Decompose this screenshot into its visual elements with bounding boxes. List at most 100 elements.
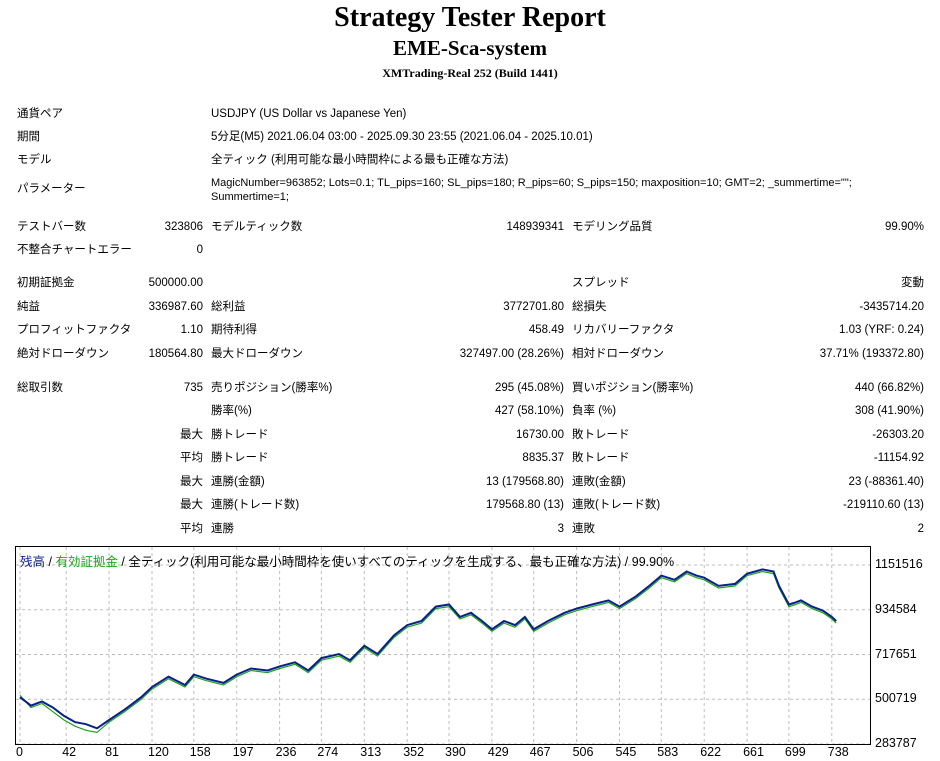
spread-value: 変動: [901, 277, 924, 289]
avg-consec-win-value: 3: [557, 523, 564, 535]
max-win-label: 勝トレード: [211, 429, 269, 441]
x-tick-label: 622: [700, 745, 722, 759]
short-label: 売りポジション(勝率%): [211, 382, 333, 394]
y-tick-label: 934584: [875, 601, 917, 616]
deposit-label: 初期証拠金: [17, 277, 75, 289]
rel-dd-label: 相対ドローダウン: [572, 348, 664, 360]
short-value: 295 (45.08%): [494, 382, 564, 394]
x-tick-label: 545: [615, 745, 637, 759]
max-label-3: 最大: [180, 499, 203, 511]
abs-dd-value: 180564.80: [148, 348, 203, 360]
legend-sep: /: [45, 555, 56, 569]
gross-loss-value: -3435714.20: [859, 301, 924, 313]
pair-label: 通貨ペア: [17, 108, 63, 120]
loss-value: 308 (41.90%): [854, 405, 924, 417]
params-line-2: Summertime=1;: [211, 191, 289, 203]
y-tick-label: 283787: [875, 736, 917, 750]
consec-win-amt-value: 13 (179568.80): [485, 476, 564, 488]
equity-line: [19, 570, 837, 734]
total-trades-value: 735: [183, 382, 203, 394]
max-loss-value: -26303.20: [872, 429, 924, 441]
x-tick-label: 583: [657, 745, 679, 759]
avg-win-value: 8835.37: [522, 452, 564, 464]
period-value: 5分足(M5) 2021.06.04 03:00 - 2025.09.30 23…: [211, 131, 593, 143]
recovery-value: 1.03 (YRF: 0.24): [838, 324, 924, 336]
ticks-value: 148939341: [506, 221, 564, 233]
spread-label: スプレッド: [572, 277, 630, 289]
pf-value: 1.10: [180, 324, 203, 336]
x-tick-label: 236: [275, 745, 297, 759]
chart-legend: 残高 / 有効証拠金 / 全ティック(利用可能な最小時間枠を使いすべてのティック…: [20, 551, 674, 570]
net-value: 336987.60: [148, 301, 203, 313]
errors-label: 不整合チャートエラー: [17, 244, 132, 256]
balance-line: [19, 568, 837, 730]
x-tick-label: 274: [317, 745, 339, 759]
win-value: 427 (58.10%): [494, 405, 564, 417]
x-tick-label: 158: [189, 745, 211, 759]
consec-loss-cnt-value: -219110.60 (13): [843, 499, 924, 511]
expected-label: 期待利得: [211, 324, 257, 336]
x-tick-label: 506: [572, 745, 594, 759]
gross-loss-label: 総損失: [572, 301, 607, 313]
gross-profit-label: 総利益: [211, 301, 246, 313]
win-label: 勝率(%): [211, 405, 252, 417]
avg-consec-loss-label: 連敗: [572, 523, 595, 535]
legend-equity: 有効証拠金: [55, 555, 118, 569]
x-tick-label: 42: [62, 745, 77, 759]
quality-label: モデリング品質: [572, 221, 653, 233]
avg-win-label: 勝トレード: [211, 452, 269, 464]
total-trades-label: 総取引数: [17, 382, 63, 394]
x-tick-label: 429: [487, 745, 509, 759]
net-label: 純益: [17, 301, 40, 313]
ticks-label: モデルティック数: [211, 221, 303, 233]
x-tick-label: 0: [16, 745, 23, 759]
avg-label-1: 平均: [180, 452, 203, 464]
max-loss-label: 敗トレード: [572, 429, 630, 441]
x-tick-label: 352: [403, 745, 425, 759]
loss-label: 負率 (%): [572, 405, 617, 417]
x-tick-label: 699: [784, 745, 806, 759]
abs-dd-label: 絶対ドローダウン: [17, 348, 109, 360]
recovery-label: リカバリーファクタ: [572, 324, 675, 336]
max-label-1: 最大: [180, 429, 203, 441]
rel-dd-value: 37.71% (193372.80): [819, 348, 924, 360]
long-label: 買いポジション(勝率%): [572, 382, 694, 394]
avg-consec-win-label: 連勝: [211, 523, 234, 535]
y-tick-label: 500719: [875, 691, 917, 706]
x-tick-label: 467: [529, 745, 551, 759]
max-label-2: 最大: [180, 476, 203, 488]
quality-value: 99.90%: [884, 221, 924, 233]
model-label: モデル: [17, 154, 52, 166]
consec-loss-cnt-label: 連敗(トレード数): [572, 499, 661, 511]
x-tick-label: 661: [743, 745, 764, 759]
y-tick-label: 1151516: [875, 557, 923, 571]
y-tick-label: 717651: [875, 646, 917, 661]
system-name: EME-Sca-system: [393, 36, 547, 60]
report-title: Strategy Tester Report: [334, 2, 606, 33]
expected-value: 458.49: [528, 324, 564, 336]
bars-value: 323806: [164, 221, 203, 233]
consec-win-cnt-label: 連勝(トレード数): [211, 499, 300, 511]
long-value: 440 (66.82%): [854, 382, 924, 394]
x-tick-label: 120: [148, 745, 169, 759]
avg-label-2: 平均: [180, 523, 203, 535]
x-tick-label: 738: [827, 745, 849, 759]
legend-balance: 残高: [20, 555, 46, 569]
server-build: XMTrading-Real 252 (Build 1441): [382, 66, 558, 80]
x-tick-label: 390: [445, 745, 466, 759]
avg-loss-value: -11154.92: [873, 452, 924, 464]
params-label: パラメーター: [17, 183, 86, 195]
period-label: 期間: [17, 131, 40, 143]
avg-loss-label: 敗トレード: [572, 452, 630, 464]
params-line-1: MagicNumber=963852; Lots=0.1; TL_pips=16…: [211, 177, 852, 189]
consec-loss-amt-label: 連敗(金額): [572, 476, 626, 488]
gross-profit-value: 3772701.80: [503, 301, 564, 313]
errors-value: 0: [196, 244, 203, 256]
consec-loss-amt-value: 23 (-88361.40): [848, 476, 924, 488]
max-win-value: 16730.00: [516, 429, 564, 441]
x-tick-label: 197: [232, 745, 254, 759]
max-dd-value: 327497.00 (28.26%): [459, 348, 564, 360]
balance-chart: [15, 546, 871, 745]
bars-label: テストバー数: [17, 221, 86, 233]
pf-label: プロフィットファクタ: [17, 324, 132, 336]
